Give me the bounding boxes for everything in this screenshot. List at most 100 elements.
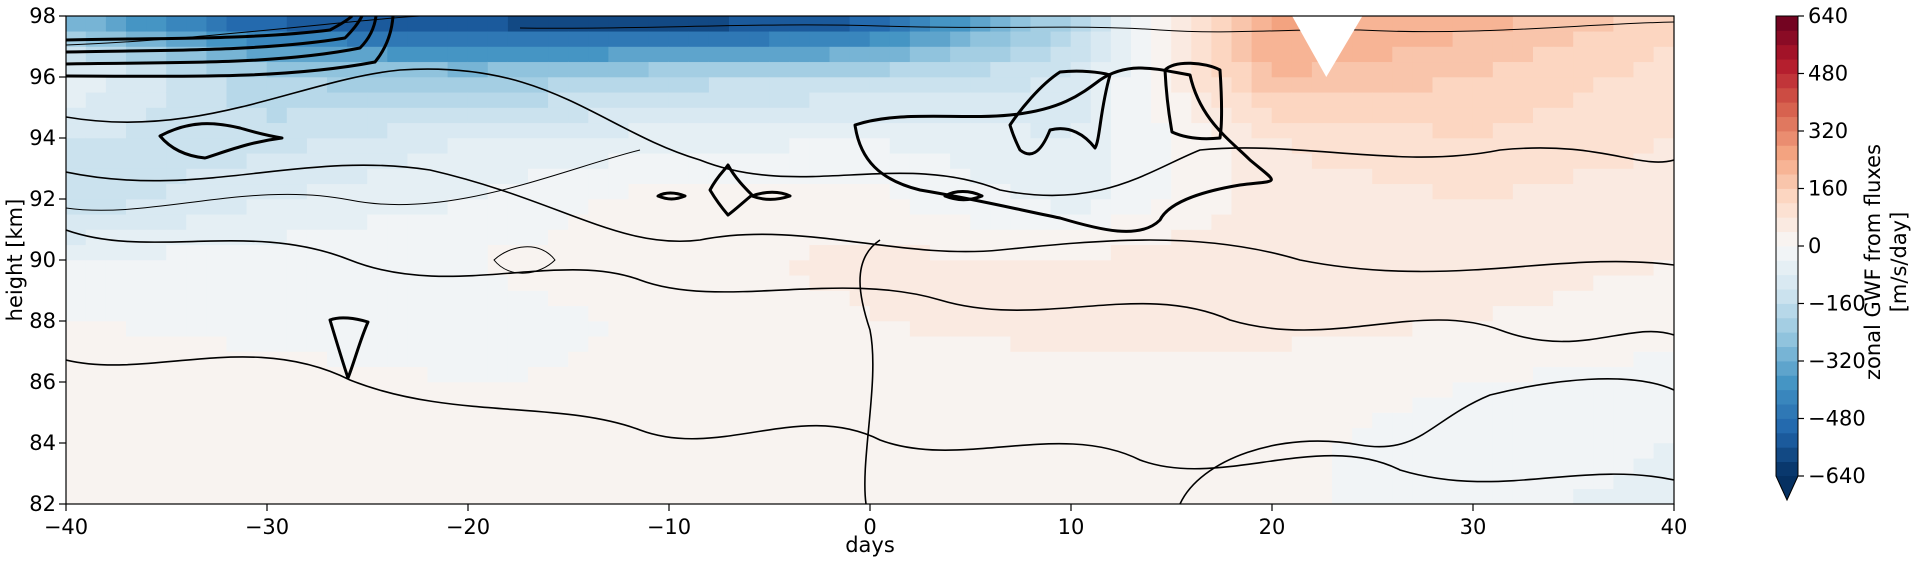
field-cell xyxy=(206,213,228,230)
field-cell xyxy=(1533,305,1554,322)
field-cell xyxy=(1613,213,1635,230)
field-cell xyxy=(1412,76,1434,93)
field-cell xyxy=(1352,488,1373,504)
field-cell xyxy=(427,168,449,185)
field-cell xyxy=(809,107,831,124)
field-cell xyxy=(1110,335,1132,352)
field-cell xyxy=(809,198,831,215)
field-cell xyxy=(1472,76,1494,93)
field-cell xyxy=(749,290,770,307)
field-cell xyxy=(427,366,449,383)
field-cell xyxy=(367,183,388,200)
field-cell xyxy=(1010,61,1032,78)
field-cell xyxy=(126,168,147,185)
field-cell xyxy=(528,76,549,93)
field-cell xyxy=(708,16,730,32)
field-cell xyxy=(729,76,750,93)
field-cell xyxy=(407,168,429,185)
field-cell xyxy=(186,412,207,429)
field-cell xyxy=(749,91,770,108)
field-cell xyxy=(1492,183,1514,200)
field-cell xyxy=(829,473,851,490)
field-cell xyxy=(648,244,670,261)
field-cell xyxy=(347,396,368,413)
field-cell xyxy=(1311,137,1333,154)
field-cell xyxy=(487,46,509,63)
field-cell xyxy=(1251,259,1273,276)
field-cell xyxy=(1472,366,1494,383)
field-cell xyxy=(568,183,589,200)
field-cell xyxy=(105,198,127,215)
field-cell xyxy=(548,335,569,352)
field-cell xyxy=(206,16,228,32)
field-cell xyxy=(789,30,810,47)
y-tick-label: 94 xyxy=(29,126,56,150)
field-cell xyxy=(970,442,991,459)
contour-line xyxy=(750,190,792,201)
field-cell xyxy=(66,76,87,93)
field-cell xyxy=(1332,91,1353,108)
field-cell xyxy=(1512,335,1534,352)
field-cell xyxy=(1372,213,1393,230)
field-cell xyxy=(146,91,167,108)
field-cell xyxy=(528,427,549,444)
field-cell xyxy=(608,183,630,200)
field-cell xyxy=(1251,152,1273,169)
field-cell xyxy=(909,16,931,32)
field-cell xyxy=(1090,488,1112,504)
field-cell xyxy=(628,381,650,398)
field-cell xyxy=(829,259,851,276)
field-cell xyxy=(1191,305,1212,322)
field-cell xyxy=(769,473,790,490)
field-cell xyxy=(1613,335,1635,352)
field-cell xyxy=(729,46,750,63)
field-cell xyxy=(447,320,469,337)
field-cell xyxy=(889,76,911,93)
field-cell xyxy=(166,412,187,429)
field-cell xyxy=(789,107,810,124)
field-cell xyxy=(1593,274,1614,291)
field-cell xyxy=(266,107,288,124)
field-cell xyxy=(688,183,710,200)
field-cell xyxy=(1251,488,1273,504)
field-cell xyxy=(1231,351,1253,368)
field-cell xyxy=(387,137,408,154)
field-cell xyxy=(407,229,429,246)
field-cell xyxy=(1030,488,1052,504)
field-cell xyxy=(1432,30,1454,47)
field-cell xyxy=(266,16,288,32)
field-cell xyxy=(528,229,549,246)
field-cell xyxy=(1533,229,1554,246)
field-cell xyxy=(889,107,911,124)
field-cell xyxy=(427,91,449,108)
field-cell xyxy=(306,107,328,124)
field-cell xyxy=(1191,46,1212,63)
field-cell xyxy=(1412,396,1434,413)
field-cell xyxy=(1352,229,1373,246)
field-cell xyxy=(105,473,127,490)
field-cell xyxy=(206,274,228,291)
field-cell xyxy=(809,320,831,337)
field-cell xyxy=(327,183,348,200)
field-cell xyxy=(628,168,650,185)
field-cell xyxy=(688,229,710,246)
field-cell xyxy=(588,259,609,276)
field-cell xyxy=(1553,290,1574,307)
field-cell xyxy=(1311,305,1333,322)
field-cell xyxy=(347,488,368,504)
field-cell xyxy=(1553,46,1574,63)
field-cell xyxy=(1573,366,1594,383)
field-cell xyxy=(1251,213,1273,230)
colorbar-segment xyxy=(1776,461,1798,477)
field-cell xyxy=(1372,412,1393,429)
field-cell xyxy=(306,396,328,413)
field-cell xyxy=(548,366,569,383)
field-cell xyxy=(749,259,770,276)
field-cell xyxy=(1392,473,1413,490)
field-cell xyxy=(467,198,489,215)
field-cell xyxy=(789,427,810,444)
field-cell xyxy=(1392,396,1413,413)
field-cell xyxy=(950,351,971,368)
field-cell xyxy=(427,46,449,63)
field-cell xyxy=(548,16,569,32)
